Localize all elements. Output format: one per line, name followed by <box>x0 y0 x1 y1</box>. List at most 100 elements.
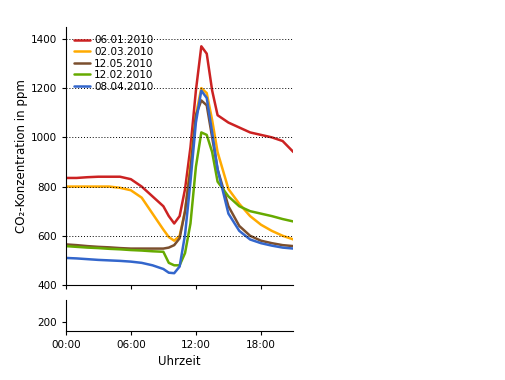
12.02.2010 <box>209 150 215 154</box>
06.01.2010 <box>149 194 155 199</box>
12.02.2010 <box>187 221 193 226</box>
02.03.2010 <box>84 184 90 189</box>
12.05.2010 <box>182 209 188 214</box>
02.03.2010 <box>192 113 198 117</box>
06.01.2010 <box>176 214 182 218</box>
12.05.2010 <box>290 244 296 249</box>
12.05.2010 <box>117 246 123 250</box>
06.01.2010 <box>171 221 177 226</box>
08.04.2010 <box>171 271 177 276</box>
12.05.2010 <box>171 243 177 247</box>
12.02.2010 <box>258 211 264 216</box>
06.01.2010 <box>117 174 123 179</box>
12.05.2010 <box>95 245 101 249</box>
12.02.2010 <box>176 263 182 268</box>
02.03.2010 <box>117 185 123 190</box>
02.03.2010 <box>106 184 112 189</box>
06.01.2010 <box>187 145 193 149</box>
08.04.2010 <box>117 259 123 263</box>
08.04.2010 <box>149 263 155 268</box>
12.02.2010 <box>128 248 134 252</box>
02.03.2010 <box>246 214 252 218</box>
02.03.2010 <box>279 233 285 238</box>
02.03.2010 <box>198 86 204 90</box>
02.03.2010 <box>149 211 155 216</box>
02.03.2010 <box>95 184 101 189</box>
12.02.2010 <box>138 248 144 253</box>
12.05.2010 <box>236 224 242 228</box>
Line: 12.02.2010: 12.02.2010 <box>66 132 293 265</box>
12.02.2010 <box>95 246 101 250</box>
12.02.2010 <box>171 263 177 268</box>
12.02.2010 <box>214 179 220 184</box>
02.03.2010 <box>182 209 188 214</box>
12.02.2010 <box>106 247 112 251</box>
08.04.2010 <box>182 232 188 237</box>
06.01.2010 <box>73 176 79 180</box>
12.05.2010 <box>214 167 220 172</box>
06.01.2010 <box>106 174 112 179</box>
12.02.2010 <box>63 244 69 249</box>
02.03.2010 <box>258 222 264 227</box>
08.04.2010 <box>187 179 193 184</box>
08.04.2010 <box>268 243 274 248</box>
08.04.2010 <box>209 130 215 135</box>
12.05.2010 <box>73 243 79 247</box>
08.04.2010 <box>246 237 252 242</box>
08.04.2010 <box>63 256 69 260</box>
12.02.2010 <box>246 209 252 214</box>
02.03.2010 <box>176 233 182 238</box>
08.04.2010 <box>138 261 144 265</box>
08.04.2010 <box>236 229 242 233</box>
12.02.2010 <box>160 250 166 254</box>
12.02.2010 <box>182 251 188 255</box>
02.03.2010 <box>236 201 242 206</box>
02.03.2010 <box>268 229 274 233</box>
12.05.2010 <box>192 113 198 117</box>
06.01.2010 <box>279 139 285 143</box>
12.02.2010 <box>84 245 90 250</box>
06.01.2010 <box>198 44 204 49</box>
12.05.2010 <box>258 238 264 243</box>
12.02.2010 <box>117 247 123 252</box>
Line: 02.03.2010: 02.03.2010 <box>66 88 293 241</box>
12.02.2010 <box>225 194 231 199</box>
06.01.2010 <box>204 51 210 56</box>
12.02.2010 <box>166 261 172 265</box>
08.04.2010 <box>204 96 210 100</box>
02.03.2010 <box>160 227 166 232</box>
02.03.2010 <box>225 187 231 191</box>
08.04.2010 <box>192 120 198 125</box>
02.03.2010 <box>63 184 69 189</box>
12.02.2010 <box>290 219 296 224</box>
12.05.2010 <box>198 98 204 103</box>
Line: 06.01.2010: 06.01.2010 <box>66 46 293 223</box>
12.05.2010 <box>246 233 252 238</box>
06.01.2010 <box>95 174 101 179</box>
Legend: 06.01.2010, 02.03.2010, 12.05.2010, 12.02.2010, 08.04.2010: 06.01.2010, 02.03.2010, 12.05.2010, 12.0… <box>73 35 154 93</box>
12.05.2010 <box>166 245 172 250</box>
Line: 12.05.2010: 12.05.2010 <box>66 100 293 249</box>
12.02.2010 <box>279 217 285 221</box>
12.05.2010 <box>149 246 155 251</box>
12.02.2010 <box>236 204 242 209</box>
02.03.2010 <box>187 162 193 167</box>
08.04.2010 <box>95 258 101 262</box>
12.02.2010 <box>73 245 79 249</box>
12.05.2010 <box>279 243 285 247</box>
06.01.2010 <box>258 133 264 137</box>
02.03.2010 <box>166 235 172 239</box>
12.02.2010 <box>198 130 204 135</box>
08.04.2010 <box>225 211 231 216</box>
12.05.2010 <box>209 135 215 139</box>
12.05.2010 <box>138 246 144 251</box>
12.05.2010 <box>176 236 182 241</box>
06.01.2010 <box>268 135 274 139</box>
12.05.2010 <box>128 246 134 251</box>
02.03.2010 <box>290 237 296 242</box>
08.04.2010 <box>160 267 166 271</box>
02.03.2010 <box>128 188 134 193</box>
12.02.2010 <box>149 249 155 253</box>
12.02.2010 <box>204 133 210 137</box>
12.05.2010 <box>225 204 231 209</box>
